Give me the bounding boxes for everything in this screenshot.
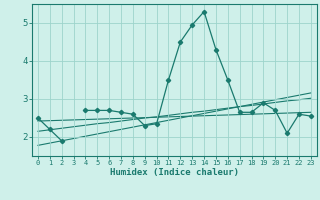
X-axis label: Humidex (Indice chaleur): Humidex (Indice chaleur) (110, 168, 239, 177)
